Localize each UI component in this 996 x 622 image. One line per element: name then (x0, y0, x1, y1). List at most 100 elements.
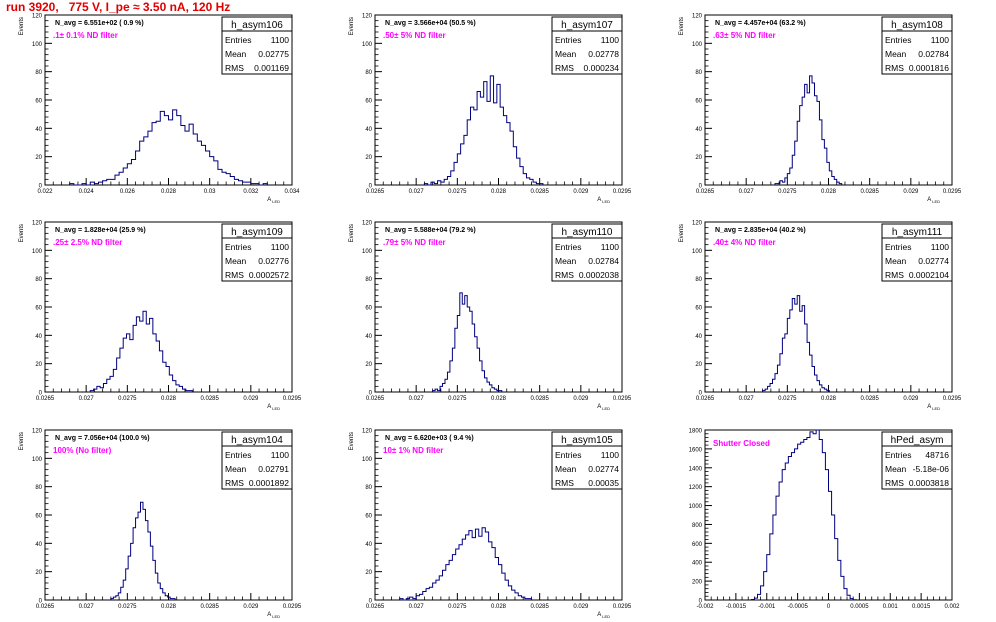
y-tick-label: 40 (695, 334, 702, 340)
stats-value: 1100 (271, 450, 290, 460)
stats-key: Mean (885, 464, 907, 474)
x-tick-label: 0.028 (821, 189, 837, 195)
y-tick-label: 120 (32, 14, 43, 20)
y-tick-label: 60 (365, 514, 372, 520)
y-tick-label: 20 (695, 362, 702, 368)
x-tick-label: 0.029 (573, 604, 589, 610)
y-tick-label: 100 (692, 249, 703, 255)
y-tick-label: 1200 (689, 485, 703, 491)
x-tick-label: -0.0015 (726, 604, 747, 610)
stats-key: RMS (225, 478, 244, 488)
histogram-line (110, 501, 176, 600)
histogram-panel-h_asym104: 0 20 40 60 80 100 120 0.0265 0.027 0.0275 0.028 0.0… (19, 429, 302, 620)
x-tick-label: 0.029 (573, 396, 589, 402)
y-tick-label: 0 (39, 599, 43, 605)
histogram-line (432, 292, 503, 392)
x-tick-label: 0.027 (409, 189, 425, 195)
y-axis-title: Events (349, 224, 355, 242)
y-tick-label: 80 (35, 70, 42, 76)
y-tick-label: 120 (362, 429, 373, 435)
stats-box: hPed_asym Entries 48716 Mean -5.18e-06 RMS 0.0… (881, 431, 953, 490)
stats-value: 0.02778 (588, 49, 619, 59)
x-axis-title: ALED (927, 197, 940, 204)
y-tick-label: 100 (32, 249, 43, 255)
stats-title: h_asym104 (231, 435, 283, 446)
filter-label: .25± 2.5% ND filter (53, 238, 122, 247)
navg-label: N_avg = 6.620e+03 ( 9.4 %) (385, 435, 474, 442)
y-tick-label: 600 (692, 542, 703, 548)
x-tick-label: 0.0275 (778, 396, 797, 402)
stats-value: 0.0002104 (909, 270, 949, 280)
y-tick-label: 60 (695, 306, 702, 312)
stats-title: h_asym108 (891, 20, 943, 31)
x-tick-label: 0.034 (284, 189, 300, 195)
y-tick-label: 60 (35, 99, 42, 105)
stats-title: h_asym109 (231, 227, 283, 238)
x-tick-label: 0.0285 (530, 604, 549, 610)
x-tick-label: 0.0285 (530, 396, 549, 402)
y-tick-label: 0 (369, 599, 373, 605)
stats-value: 0.02784 (918, 49, 949, 59)
x-tick-label: 0.002 (944, 604, 960, 610)
x-tick-label: 0.0275 (448, 604, 467, 610)
stats-box-frame (221, 431, 293, 490)
stats-key: RMS (555, 63, 574, 73)
stats-box-frame (881, 223, 953, 282)
x-tick-label: 0.0285 (200, 604, 219, 610)
y-tick-label: 20 (35, 362, 42, 368)
y-axis-title: Events (349, 432, 355, 450)
filter-label: Shutter Closed (713, 439, 770, 448)
stats-title: h_asym111 (892, 227, 943, 238)
y-tick-label: 0 (699, 599, 703, 605)
filter-label: .50± 5% ND filter (383, 31, 446, 40)
stats-key: RMS (555, 270, 574, 280)
histogram-panel-h_asym107: 0 20 40 60 80 100 120 0.0265 0.027 0.0275 0.028 0.0… (349, 14, 632, 205)
histogram-panel-h_asym105: 0 20 40 60 80 100 120 0.0265 0.027 0.0275 0.028 0.0… (349, 429, 632, 620)
stats-box-frame (221, 223, 293, 282)
y-tick-label: 40 (365, 334, 372, 340)
stats-value: 1100 (601, 242, 620, 252)
x-tick-label: 0.029 (243, 604, 259, 610)
y-tick-label: 0 (699, 184, 703, 190)
x-tick-label: 0.0295 (613, 604, 632, 610)
stats-value: 0.0002038 (579, 270, 619, 280)
navg-label: N_avg = 7.056e+04 (100.0 %) (55, 435, 150, 442)
stats-key: RMS (555, 478, 574, 488)
histogram-line (762, 295, 830, 392)
y-tick-label: 20 (35, 570, 42, 576)
y-tick-label: 20 (35, 155, 42, 161)
y-tick-label: 80 (35, 277, 42, 283)
stats-value: 0.0003818 (909, 478, 949, 488)
stats-box: h_asym109 Entries 1100 Mean 0.02776 RMS 0.0002… (221, 223, 293, 282)
y-tick-label: 100 (362, 42, 373, 48)
x-tick-label: 0.028 (491, 189, 507, 195)
stats-key: Mean (555, 256, 577, 266)
x-tick-label: 0.0265 (366, 604, 385, 610)
x-tick-label: 0.028 (161, 396, 177, 402)
y-tick-label: 60 (365, 306, 372, 312)
stats-value: 0.02776 (258, 256, 289, 266)
x-tick-label: 0.026 (120, 189, 136, 195)
x-tick-label: -0.001 (758, 604, 776, 610)
stats-value: 0.0001892 (249, 478, 289, 488)
x-tick-label: 0.0005 (850, 604, 869, 610)
y-tick-label: 120 (692, 221, 703, 227)
y-tick-label: 0 (369, 391, 373, 397)
histogram-line (750, 429, 857, 601)
x-tick-label: 0.028 (821, 396, 837, 402)
x-tick-label: 0.0295 (613, 396, 632, 402)
filter-label: .79± 5% ND filter (383, 238, 446, 247)
x-tick-label: -0.002 (696, 604, 714, 610)
x-tick-label: 0.0295 (943, 189, 962, 195)
y-axis-title: Events (19, 224, 25, 242)
y-tick-label: 200 (692, 580, 703, 586)
x-tick-label: 0.0265 (366, 396, 385, 402)
y-tick-label: 80 (35, 485, 42, 491)
histogram-line (774, 75, 843, 185)
stats-key: RMS (885, 270, 904, 280)
histogram-line (89, 310, 193, 392)
y-tick-label: 120 (32, 221, 43, 227)
x-tick-label: 0.027 (79, 396, 95, 402)
y-tick-label: 400 (692, 561, 703, 567)
y-tick-label: 120 (32, 429, 43, 435)
